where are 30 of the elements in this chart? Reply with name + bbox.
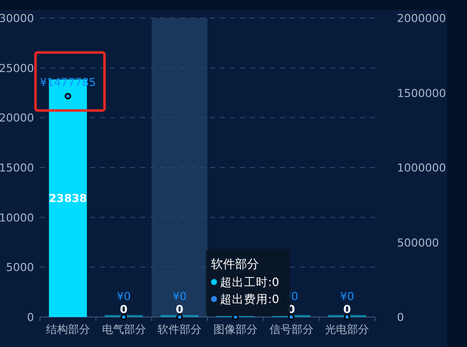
- y-tick-label: 15000: [0, 162, 34, 174]
- y-tick-label: 10000: [0, 211, 34, 224]
- annotation: 超出工时:0: [220, 275, 280, 289]
- data-label: 23838: [48, 192, 88, 206]
- data-label: 0: [120, 303, 128, 316]
- data-label: 0: [343, 303, 352, 316]
- y-tick-label: 25000: [0, 62, 34, 75]
- x-tick-label: 信号部分: [269, 323, 314, 336]
- y-tick-label: 5000: [6, 261, 34, 274]
- data-label: ¥0: [340, 290, 354, 303]
- y2-tick-label: 2000000: [397, 12, 446, 25]
- y-tick-label: 20000: [0, 112, 34, 125]
- y-tick-label: 0: [27, 311, 34, 324]
- data-label: 0: [287, 303, 296, 316]
- y2-tick-label: 1000000: [397, 162, 446, 174]
- y-tick-label: 30000: [0, 12, 34, 25]
- data-label: ¥0: [116, 290, 131, 303]
- data-label: 0: [176, 303, 184, 316]
- x-tick-label: 光电部分: [325, 323, 370, 336]
- data-label: ¥0: [172, 290, 187, 303]
- y2-tick-label: 1500000: [397, 86, 446, 100]
- annotation: 软件部分: [211, 257, 259, 271]
- x-tick-label: 软件部分: [158, 323, 202, 336]
- x-tick-label: 电气部分: [102, 323, 146, 336]
- y2-tick-label: 0: [397, 311, 404, 324]
- x-tick-label: 图像部分: [213, 323, 258, 336]
- data-label: ¥0: [284, 290, 298, 303]
- annotation: 超出费用:0: [220, 292, 280, 306]
- x-tick-label: 结构部分: [46, 323, 90, 336]
- y2-tick-label: 500000: [397, 236, 439, 250]
